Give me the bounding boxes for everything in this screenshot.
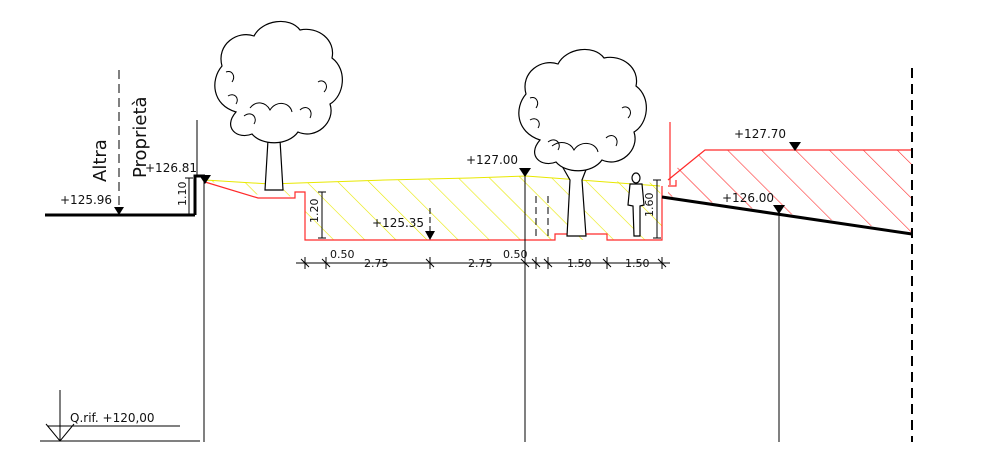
dim-label-2-75-b: 2.75: [468, 257, 493, 270]
dim-label-0-50-b: 0.50: [503, 248, 528, 261]
altra-label: Altra: [90, 139, 111, 182]
svg-text:1.60: 1.60: [643, 193, 656, 218]
dim-label-1-50-b: 1.50: [625, 257, 650, 270]
svg-text:+125.35: +125.35: [372, 216, 424, 230]
dimension-height-1-20: 1.20: [308, 191, 326, 239]
svg-text:+125.96: +125.96: [60, 193, 112, 207]
dim-label-2-75-a: 2.75: [364, 257, 389, 270]
svg-text:+127.00: +127.00: [466, 153, 518, 167]
proprieta-label: Proprietà: [130, 96, 151, 178]
svg-text:1.20: 1.20: [308, 199, 321, 224]
datum-reference: Q.rif. +120,00: [40, 390, 200, 442]
svg-text:+126.81: +126.81: [145, 161, 197, 175]
elevation-127-70: +127.70: [734, 127, 801, 151]
svg-text:+126.00: +126.00: [722, 191, 774, 205]
reference-verticals: [196, 120, 780, 442]
red-hatched-embankment: [667, 122, 912, 232]
elevation-127-00: +127.00: [466, 153, 531, 177]
dimension-height-1-60: 1.60: [643, 179, 661, 239]
elevation-125-35: +125.35: [372, 208, 435, 240]
datum-label: Q.rif. +120,00: [70, 411, 155, 425]
elevation-125-96: +125.96: [60, 193, 124, 215]
tree-right-icon: [518, 48, 647, 237]
dimension-height-1-10: 1.10: [176, 177, 193, 217]
dim-label-1-50-a: 1.50: [567, 257, 592, 270]
person-figure-icon: [627, 172, 645, 237]
elevation-126-81: +126.81: [145, 161, 211, 184]
dim-label-0-50-a: 0.50: [330, 248, 355, 261]
tree-left-icon: [214, 20, 343, 191]
svg-text:1.10: 1.10: [176, 182, 189, 207]
elevation-126-00: +126.00: [722, 191, 785, 214]
svg-text:+127.70: +127.70: [734, 127, 786, 141]
dimension-chain: 0.50 2.75 2.75 0.50 1.50 1.50: [296, 248, 670, 270]
